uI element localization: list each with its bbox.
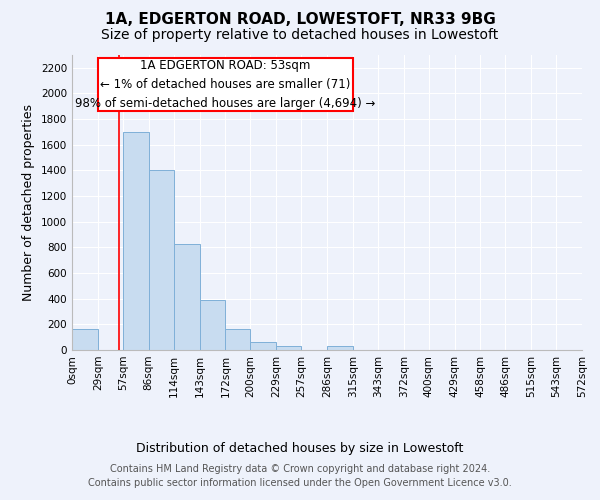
Bar (149, 170, 173, 350)
Text: Contains HM Land Registry data © Crown copyright and database right 2024.
Contai: Contains HM Land Registry data © Crown c… (88, 464, 512, 487)
Y-axis label: Number of detached properties: Number of detached properties (22, 104, 35, 301)
Bar (327, 346, 353, 350)
Bar (199, 300, 226, 350)
Bar (123, 132, 149, 350)
Bar (226, 329, 250, 350)
Text: 1A, EDGERTON ROAD, LOWESTOFT, NR33 9BG: 1A, EDGERTON ROAD, LOWESTOFT, NR33 9BG (104, 12, 496, 28)
Text: 1A EDGERTON ROAD: 53sqm
← 1% of detached houses are smaller (71)
98% of semi-det: 1A EDGERTON ROAD: 53sqm ← 1% of detached… (75, 59, 376, 110)
FancyBboxPatch shape (98, 58, 353, 111)
Bar (72, 330, 98, 350)
Bar (250, 342, 276, 350)
Bar (173, 244, 199, 350)
Bar (276, 346, 301, 350)
Text: Size of property relative to detached houses in Lowestoft: Size of property relative to detached ho… (101, 28, 499, 42)
Text: Distribution of detached houses by size in Lowestoft: Distribution of detached houses by size … (136, 442, 464, 455)
